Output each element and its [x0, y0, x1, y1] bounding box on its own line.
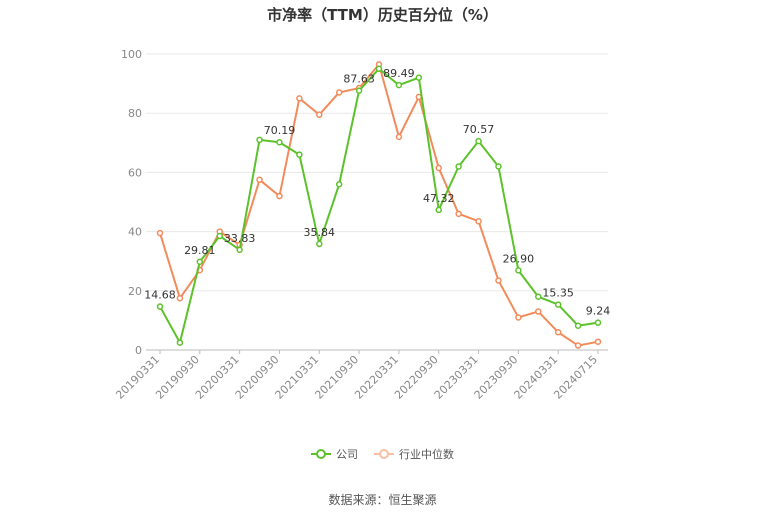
data-point-company: [395, 81, 403, 89]
data-point-company: [355, 87, 363, 94]
legend-item-company[interactable]: 公司: [311, 446, 358, 462]
data-point-company: [415, 74, 423, 81]
data-point-industry: [594, 338, 602, 345]
data-point-company: [156, 303, 164, 310]
data-point-company: [176, 339, 184, 346]
data-point-company: [256, 136, 263, 144]
data-point-industry: [495, 277, 502, 284]
data-label: 70.57: [463, 123, 495, 136]
data-point-company: [196, 258, 204, 266]
legend-industry-swatch-icon: [374, 449, 394, 459]
data-point-company: [574, 322, 582, 329]
data-point-industry: [554, 328, 562, 336]
data-point-company: [236, 246, 243, 254]
y-tick-label: 20: [128, 285, 142, 298]
series-line-industry: [159, 63, 599, 347]
data-source: 数据来源：恒生聚源: [328, 493, 437, 507]
data-point-company: [435, 206, 442, 214]
data-label: 35.84: [304, 226, 336, 239]
data-point-industry: [395, 133, 403, 141]
y-tick-label: 100: [121, 48, 142, 61]
series-line-company: [159, 67, 599, 344]
legend-company-label: 公司: [336, 448, 358, 461]
data-point-industry: [535, 308, 542, 315]
legend: 公司 行业中位数: [0, 446, 765, 462]
data-label: 26.90: [503, 252, 535, 265]
chart-title: 市净率（TTM）历史百分位（%）: [267, 6, 498, 24]
x-tick-label: 20240715: [551, 353, 600, 402]
data-point-company: [316, 240, 323, 248]
line-chart: 0204060801002019033120190930202003312020…: [113, 48, 611, 402]
data-point-company: [495, 163, 502, 170]
data-label: 87.63: [343, 73, 375, 86]
data-point-industry: [335, 89, 343, 96]
y-tick-label: 0: [135, 344, 142, 357]
data-point-company: [276, 138, 283, 146]
data-point-industry: [475, 217, 482, 225]
data-label: 47.32: [423, 192, 455, 205]
data-point-industry: [574, 342, 582, 349]
data-point-company: [594, 319, 602, 326]
data-point-industry: [296, 95, 303, 102]
data-point-company: [455, 163, 462, 170]
data-point-industry: [515, 314, 522, 321]
data-label: 70.19: [264, 124, 296, 137]
data-label: 14.68: [144, 289, 176, 302]
data-point-industry: [176, 294, 184, 302]
data-point-company: [554, 301, 562, 308]
legend-item-industry[interactable]: 行业中位数: [374, 446, 454, 462]
data-point-industry: [316, 111, 323, 118]
data-point-industry: [156, 229, 164, 237]
data-point-company: [535, 293, 542, 300]
y-tick-label: 60: [128, 166, 142, 179]
data-label: 29.81: [184, 244, 216, 257]
data-point-industry: [276, 192, 283, 200]
legend-company-swatch-icon: [311, 449, 331, 459]
data-point-industry: [435, 164, 442, 172]
data-point-company: [475, 137, 482, 145]
data-point-company: [335, 180, 343, 188]
data-point-company: [515, 267, 522, 274]
data-label: 89.49: [383, 67, 415, 80]
y-tick-label: 80: [128, 107, 142, 120]
y-tick-label: 40: [128, 226, 142, 239]
data-label: 15.35: [542, 287, 574, 300]
data-point-industry: [256, 176, 263, 184]
data-label: 9.24: [586, 305, 611, 318]
data-point-company: [296, 151, 303, 158]
data-point-company: [216, 232, 223, 240]
data-label: 33.83: [224, 232, 256, 245]
legend-industry-label: 行业中位数: [399, 448, 454, 461]
data-point-industry: [455, 210, 462, 218]
data-point-company: [375, 65, 383, 73]
